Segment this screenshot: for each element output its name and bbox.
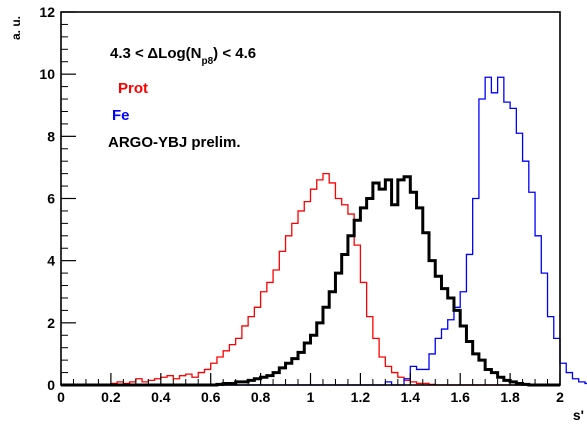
x-tick-label: 0.4 bbox=[151, 389, 171, 405]
legend-label-prot: Prot bbox=[118, 80, 148, 97]
annotation-title: 4.3 < ΔLog(Np8) < 4.6 bbox=[110, 45, 256, 67]
x-tick-label: 1.6 bbox=[450, 389, 470, 405]
y-tick-label: 2 bbox=[47, 315, 55, 331]
series-fe bbox=[61, 76, 587, 386]
y-tick-label: 0 bbox=[47, 377, 55, 393]
x-tick-label: 0.6 bbox=[201, 389, 221, 405]
y-tick-label: 4 bbox=[47, 253, 55, 269]
legend-label-argo: ARGO-YBJ prelim. bbox=[108, 134, 241, 151]
x-tick-label: 1.4 bbox=[401, 389, 421, 405]
y-tick-label: 8 bbox=[47, 128, 55, 144]
x-tick-label: 0 bbox=[57, 389, 65, 405]
y-axis-label: a. u. bbox=[9, 16, 23, 40]
series-argo-ybj-prelim bbox=[61, 175, 560, 387]
series-prot bbox=[61, 172, 560, 386]
y-tick-label: 12 bbox=[39, 4, 55, 20]
x-tick-label: 1.8 bbox=[500, 389, 520, 405]
y-tick-label: 10 bbox=[39, 66, 55, 82]
x-axis-label: s' bbox=[573, 407, 584, 423]
y-tick-label: 6 bbox=[47, 191, 55, 207]
x-tick-label: 2 bbox=[556, 389, 564, 405]
legend-label-fe: Fe bbox=[112, 107, 130, 124]
x-tick-label: 0.8 bbox=[251, 389, 271, 405]
annotation-block: 4.3 < ΔLog(Np8) < 4.6 Prot Fe ARGO-YBJ p… bbox=[108, 45, 256, 151]
x-tick-label: 1 bbox=[307, 389, 315, 405]
x-tick-label: 0.2 bbox=[101, 389, 121, 405]
x-tick-label: 1.2 bbox=[351, 389, 371, 405]
